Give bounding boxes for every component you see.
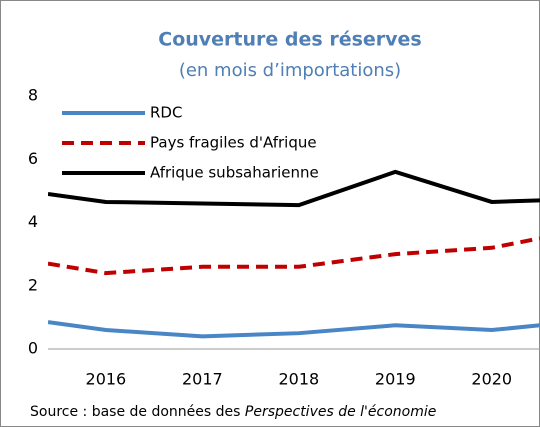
- series-line: [48, 236, 540, 276]
- chart-subtitle: (en mois d’importations): [179, 60, 401, 81]
- source-italic: Perspectives de l'économie: [245, 404, 436, 420]
- series-line: [48, 320, 540, 339]
- chart-title: Couverture des réserves: [158, 29, 421, 51]
- x-tick-label: 2020: [471, 370, 512, 389]
- y-tick-label: 8: [28, 86, 38, 105]
- legend-label: Pays fragiles d'Afrique: [150, 134, 317, 152]
- x-tick-label: 2019: [375, 370, 416, 389]
- x-tick-label: 2017: [182, 370, 223, 389]
- source-note: Source : base de données des Perspective…: [30, 404, 436, 420]
- y-tick-label: 6: [28, 149, 38, 168]
- series-line: [48, 169, 540, 208]
- y-tick-label: 0: [28, 339, 38, 358]
- source-text: Source : base de données des: [30, 404, 245, 420]
- y-tick-label: 2: [28, 275, 38, 294]
- x-tick-label: 2018: [278, 370, 319, 389]
- legend-label: Afrique subsaharienne: [150, 164, 319, 182]
- x-tick-label: 2016: [86, 370, 127, 389]
- y-tick-label: 4: [28, 212, 38, 231]
- legend-label: RDC: [150, 104, 182, 122]
- plot-area: [48, 169, 540, 339]
